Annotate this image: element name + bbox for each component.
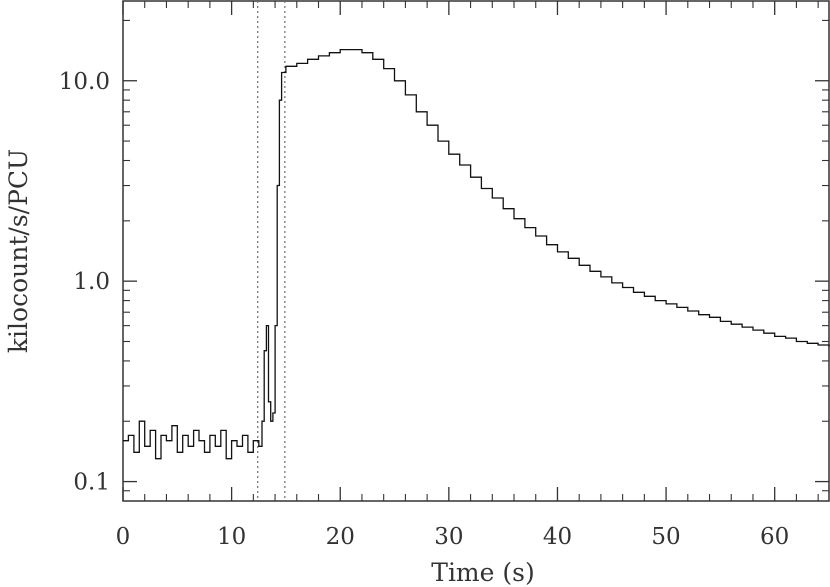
x-tick-label: 0 (116, 524, 131, 550)
series-line-0 (123, 48, 830, 460)
x-tick-label: 50 (651, 524, 680, 550)
y-axis-ticks: 0.1 1.0 10.0 (59, 19, 829, 496)
series-group (123, 48, 830, 460)
plot-frame (122, 0, 830, 502)
y-tick-label: 10.0 (59, 69, 110, 95)
x-tick-label: 30 (434, 524, 463, 550)
x-tick-label: 40 (543, 524, 572, 550)
y-tick-label: 1.0 (73, 269, 110, 295)
x-axis-ticks: 0 10 20 30 40 50 60 (116, 1, 819, 550)
y-axis-label: kilocount/s/PCU (4, 149, 33, 353)
y-tick-label: 0.1 (73, 470, 110, 496)
x-tick-label: 10 (217, 524, 246, 550)
x-axis-label: Time (s) (431, 558, 534, 587)
x-tick-label: 60 (760, 524, 789, 550)
x-tick-label: 20 (326, 524, 355, 550)
vertical-markers (257, 1, 286, 501)
